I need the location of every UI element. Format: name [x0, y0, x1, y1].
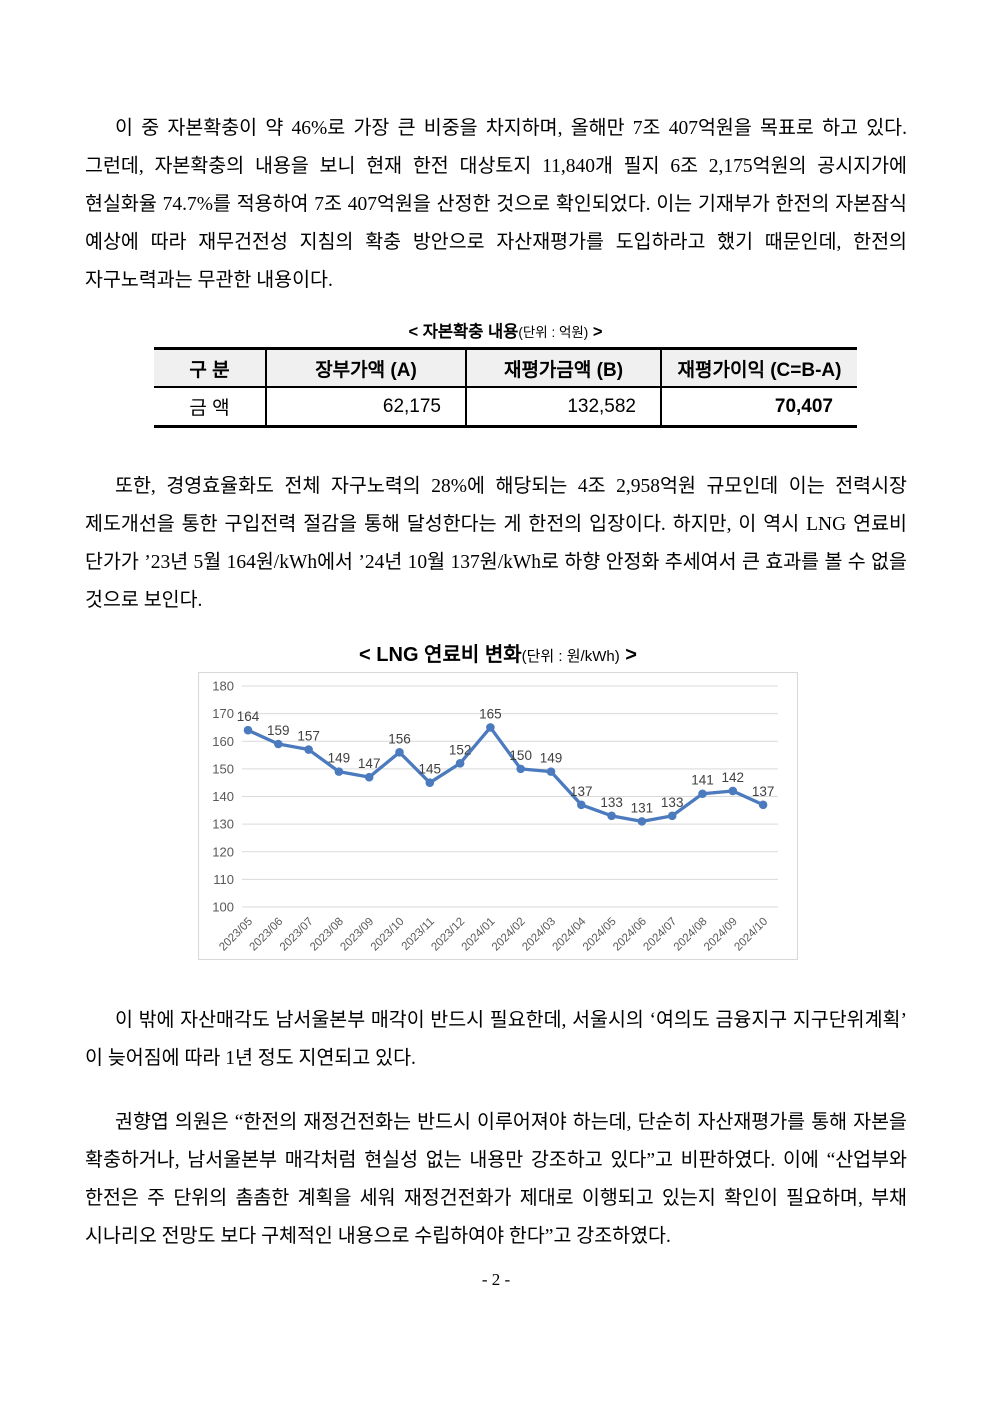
capital-increase-table: 구 분 장부가액 (A) 재평가금액 (B) 재평가이익 (C=B-A) 금 액… — [154, 347, 857, 428]
svg-text:165: 165 — [479, 706, 502, 721]
svg-text:159: 159 — [267, 723, 290, 738]
capital-table-section: < 자본확충 내용(단위 : 억원) > 구 분 장부가액 (A) 재평가금액 … — [154, 318, 857, 428]
header-revaluation-gain: 재평가이익 (C=B-A) — [660, 348, 857, 388]
cell-revalued-amount: 132,582 — [465, 387, 661, 427]
capital-table-title: < 자본확충 내용(단위 : 억원) > — [154, 318, 857, 342]
cell-revaluation-gain: 70,407 — [660, 387, 857, 427]
svg-text:170: 170 — [212, 706, 234, 721]
paragraph-management-efficiency: 또한, 경영효율화도 전체 자구노력의 28%에 해당되는 4조 2,958억원… — [85, 476, 907, 611]
svg-text:147: 147 — [358, 756, 381, 771]
svg-text:140: 140 — [212, 789, 234, 804]
header-category: 구 분 — [154, 348, 266, 388]
svg-text:137: 137 — [570, 784, 593, 799]
svg-text:131: 131 — [631, 800, 654, 815]
svg-text:100: 100 — [212, 900, 234, 915]
svg-text:145: 145 — [419, 762, 442, 777]
paragraph-capital-increase: 이 중 자본확충이 약 46%로 가장 큰 비중을 차지하며, 올해만 7조 4… — [85, 118, 907, 291]
paragraph-lawmaker-comment: 권향엽 의원은 “한전의 재정건전화는 반드시 이루어져야 하는데, 단순히 자… — [85, 1112, 907, 1247]
lng-chart-title-unit: (단위 : 원/kWh) — [521, 648, 620, 665]
svg-text:164: 164 — [237, 709, 260, 724]
svg-text:149: 149 — [328, 751, 351, 766]
lng-fuel-cost-chart: 100 110 120 130 140 150 160 170 180 164 2023/05 159… — [198, 672, 798, 962]
lng-chart-title-close: > — [619, 644, 637, 666]
svg-text:152: 152 — [449, 742, 472, 757]
table-header-row: 구 분 장부가액 (A) 재평가금액 (B) 재평가이익 (C=B-A) — [154, 348, 857, 388]
capital-table-title-close: > — [588, 323, 603, 341]
svg-text:180: 180 — [212, 679, 234, 694]
svg-text:130: 130 — [212, 817, 234, 832]
svg-text:149: 149 — [540, 751, 563, 766]
svg-text:137: 137 — [752, 784, 775, 799]
svg-text:110: 110 — [213, 872, 234, 887]
paragraph-asset-sale: 이 밖에 자산매각도 남서울본부 매각이 반드시 필요한데, 서울시의 ‘여의도… — [85, 1010, 907, 1069]
cell-row-label: 금 액 — [154, 387, 266, 427]
svg-text:120: 120 — [212, 844, 234, 859]
svg-text:160: 160 — [212, 734, 234, 749]
svg-text:2023/10: 2023/10 — [369, 916, 407, 954]
lng-chart-title-main: < LNG 연료비 변화 — [359, 644, 522, 666]
svg-text:157: 157 — [297, 729, 320, 744]
svg-text:156: 156 — [388, 731, 411, 746]
capital-table-title-unit: (단위 : 억원) — [518, 325, 589, 340]
svg-text:2024/10: 2024/10 — [732, 916, 770, 954]
lng-chart-title: < LNG 연료비 변화(단위 : 원/kWh) > — [198, 638, 798, 667]
table-row: 금 액 62,175 132,582 70,407 — [154, 387, 857, 427]
svg-text:133: 133 — [600, 795, 623, 810]
svg-text:141: 141 — [691, 773, 714, 788]
svg-text:150: 150 — [212, 761, 234, 776]
svg-text:150: 150 — [509, 748, 532, 763]
line-chart-svg: 1001101201301401501601701801642023/05159… — [198, 672, 798, 960]
header-revalued-amount: 재평가금액 (B) — [465, 348, 661, 388]
svg-text:133: 133 — [661, 795, 684, 810]
cell-book-value: 62,175 — [265, 387, 466, 427]
header-book-value: 장부가액 (A) — [265, 348, 466, 388]
capital-table-title-main: < 자본확충 내용 — [408, 323, 519, 341]
svg-text:142: 142 — [722, 770, 745, 785]
page-number: - 2 - — [481, 1270, 511, 1289]
